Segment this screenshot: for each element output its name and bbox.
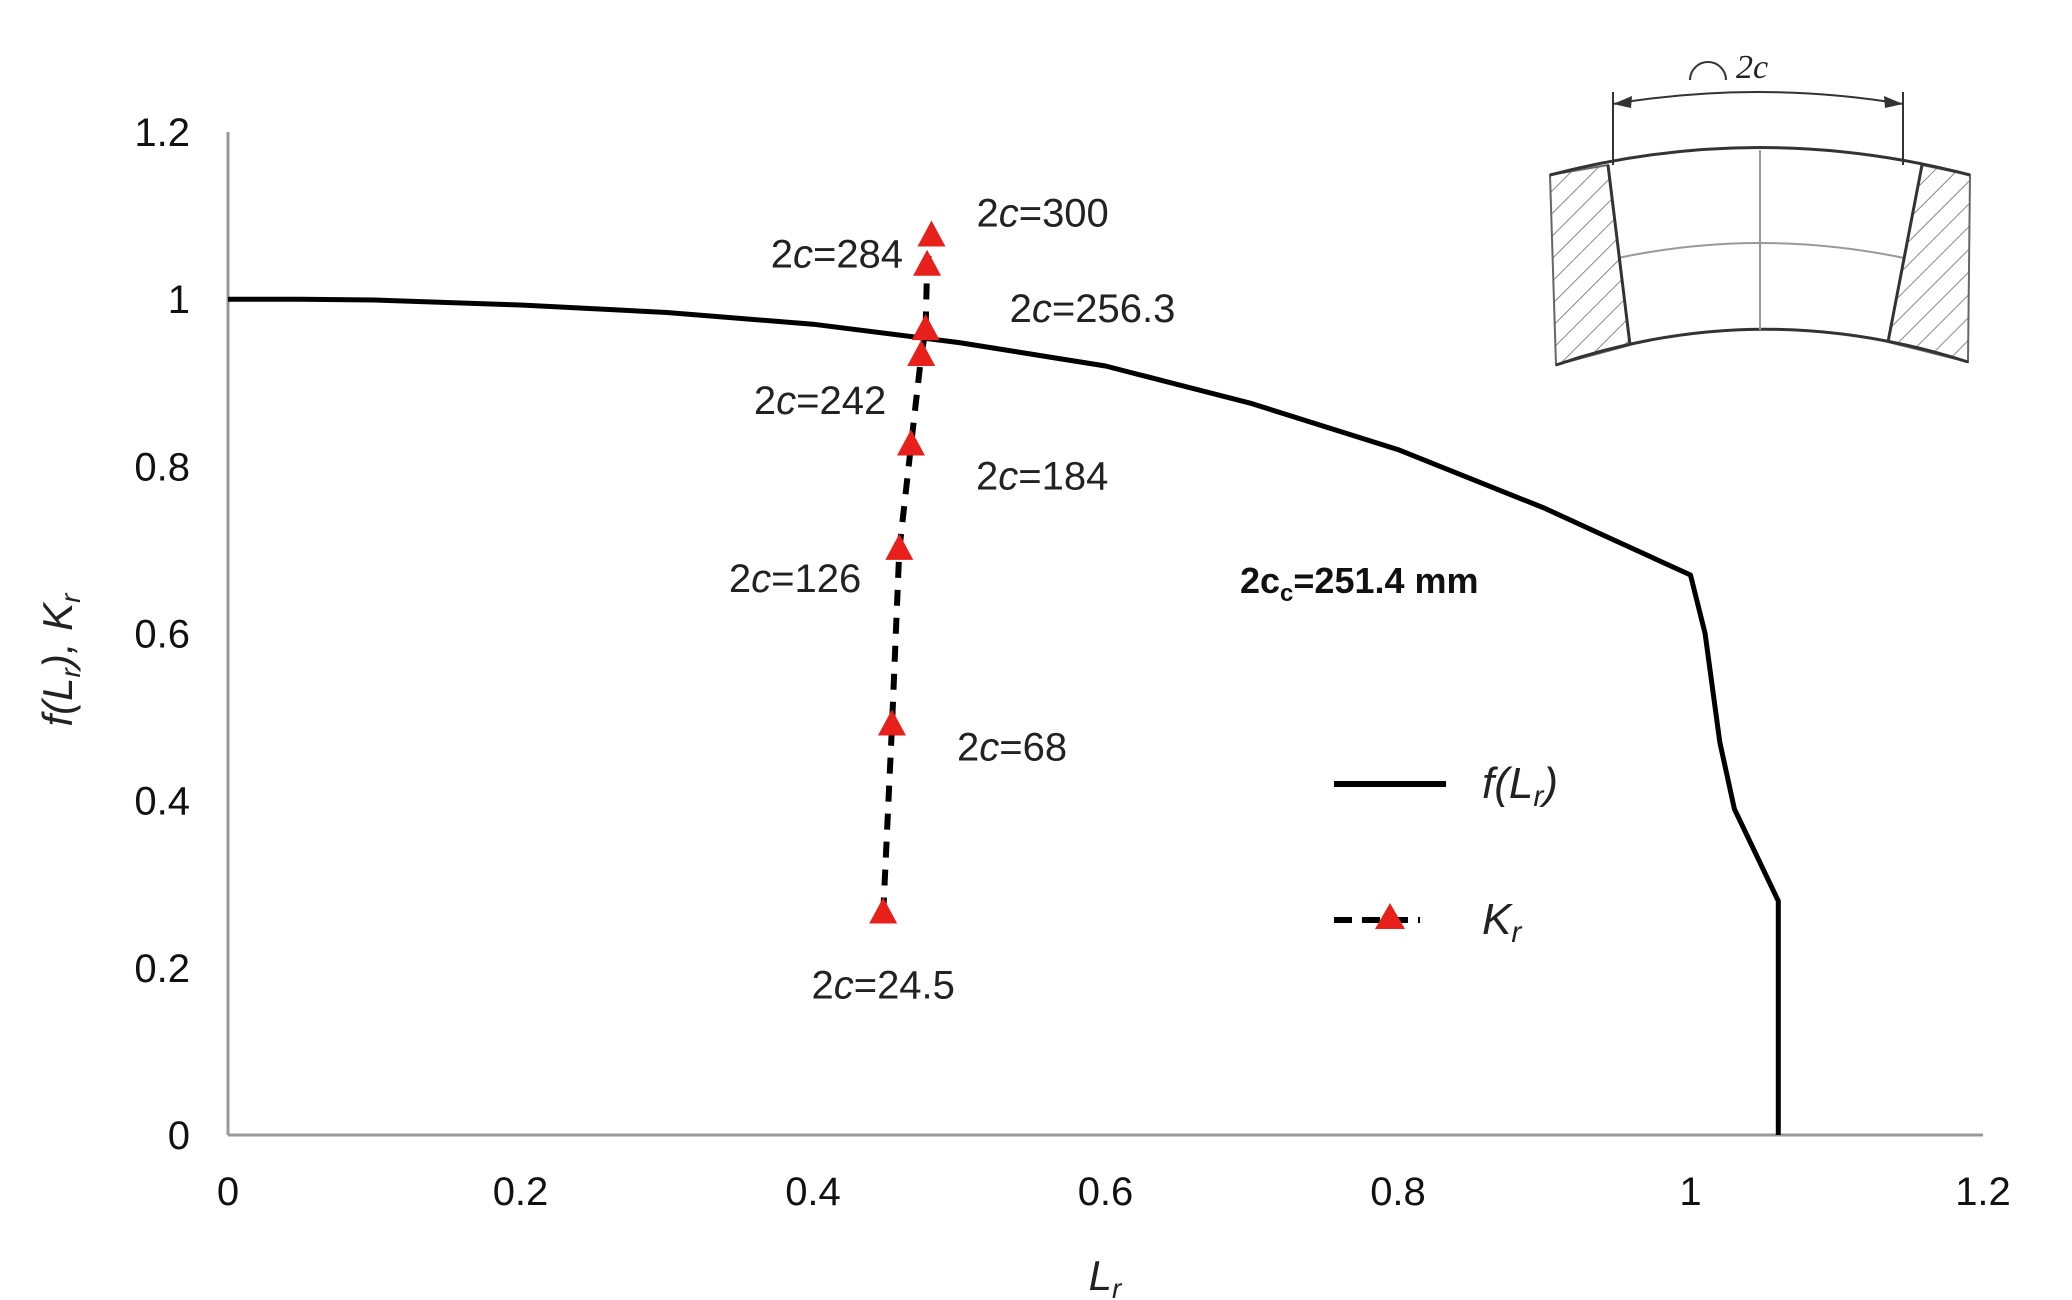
x-tick-label: 1.2 <box>1955 1170 2011 1214</box>
x-tick-label: 0.4 <box>785 1170 841 1214</box>
inset-crack-right-edge <box>1886 164 1924 343</box>
inset-angle-mark <box>1689 61 1727 81</box>
x-tick-label: 0.6 <box>1078 1170 1134 1214</box>
inset-label: 2c <box>1736 49 1768 86</box>
y-tick-label: 0.4 <box>134 780 190 824</box>
kr-marker <box>917 220 946 247</box>
inset-dim-arrow-left <box>1613 96 1632 108</box>
kr-markers <box>869 220 946 924</box>
f-lr-curve <box>228 296 1781 1135</box>
y-tick-label: 1.2 <box>134 111 190 155</box>
kr-point-label: 2c=184 <box>976 454 1108 498</box>
x-axis-title: Lr <box>1089 1252 1123 1300</box>
critical-length-annotation: 2cc=251.4 mm <box>1240 560 1479 607</box>
inset-crack-left-edge <box>1606 164 1632 346</box>
kr-point-label: 2c=24.5 <box>811 964 954 1008</box>
x-tick-label: 0 <box>217 1170 239 1214</box>
y-tick-label: 0.8 <box>134 445 190 489</box>
x-tick-label: 0.8 <box>1370 1170 1426 1214</box>
legend: f(Lr) Kr <box>1334 759 1558 949</box>
inset-hatch-left <box>1548 163 1632 367</box>
y-tick-label: 0.2 <box>134 947 190 991</box>
kr-point-label: 2c=242 <box>754 379 886 423</box>
kr-marker <box>896 429 925 456</box>
kr-marker <box>885 533 914 560</box>
inset-hatch-right <box>1886 163 1972 364</box>
y-tick-label: 0.6 <box>134 613 190 657</box>
kr-marker <box>869 897 898 924</box>
kr-point-labels: 2c=24.5 2c=68 2c=126 2c=184 2c=242 2c=256.3 2c… <box>729 191 1175 1007</box>
kr-point-label: 2c=284 <box>771 233 903 277</box>
kr-dashed-line <box>880 236 935 914</box>
kr-point-label: 2c=126 <box>729 557 861 601</box>
x-tick-label: 1 <box>1679 1170 1701 1214</box>
kr-point-label: 2c=300 <box>976 191 1108 235</box>
legend-f-label: f(Lr) <box>1482 759 1558 813</box>
legend-k-label: Kr <box>1482 895 1522 949</box>
tick-labels: 0 0.2 0.4 0.6 0.8 1 1.2 0 0.2 0.4 0.6 0.8 1 1.2 <box>134 111 2010 1214</box>
kr-marker <box>913 249 942 276</box>
kr-marker <box>911 314 940 341</box>
inset-inner-arc <box>1555 327 1969 367</box>
inset-outer-arc <box>1549 146 1971 177</box>
y-tick-label: 1 <box>168 278 190 322</box>
y-tick-label: 0 <box>168 1114 190 1158</box>
x-tick-label: 0.2 <box>493 1170 549 1214</box>
legend-k-marker <box>1375 903 1405 929</box>
axes <box>226 132 1983 1137</box>
kr-marker <box>907 340 936 367</box>
inset-dim-arc <box>1612 91 1904 105</box>
kr-point-label: 2c=256.3 <box>1010 287 1176 331</box>
kr-point-label: 2c=68 <box>957 725 1067 769</box>
inset-dim-arrow-right <box>1884 96 1903 108</box>
kr-marker <box>877 709 906 736</box>
y-axis-title: f(Lr), Kr <box>34 592 86 727</box>
inset-diagram: 2c <box>1548 49 1972 367</box>
